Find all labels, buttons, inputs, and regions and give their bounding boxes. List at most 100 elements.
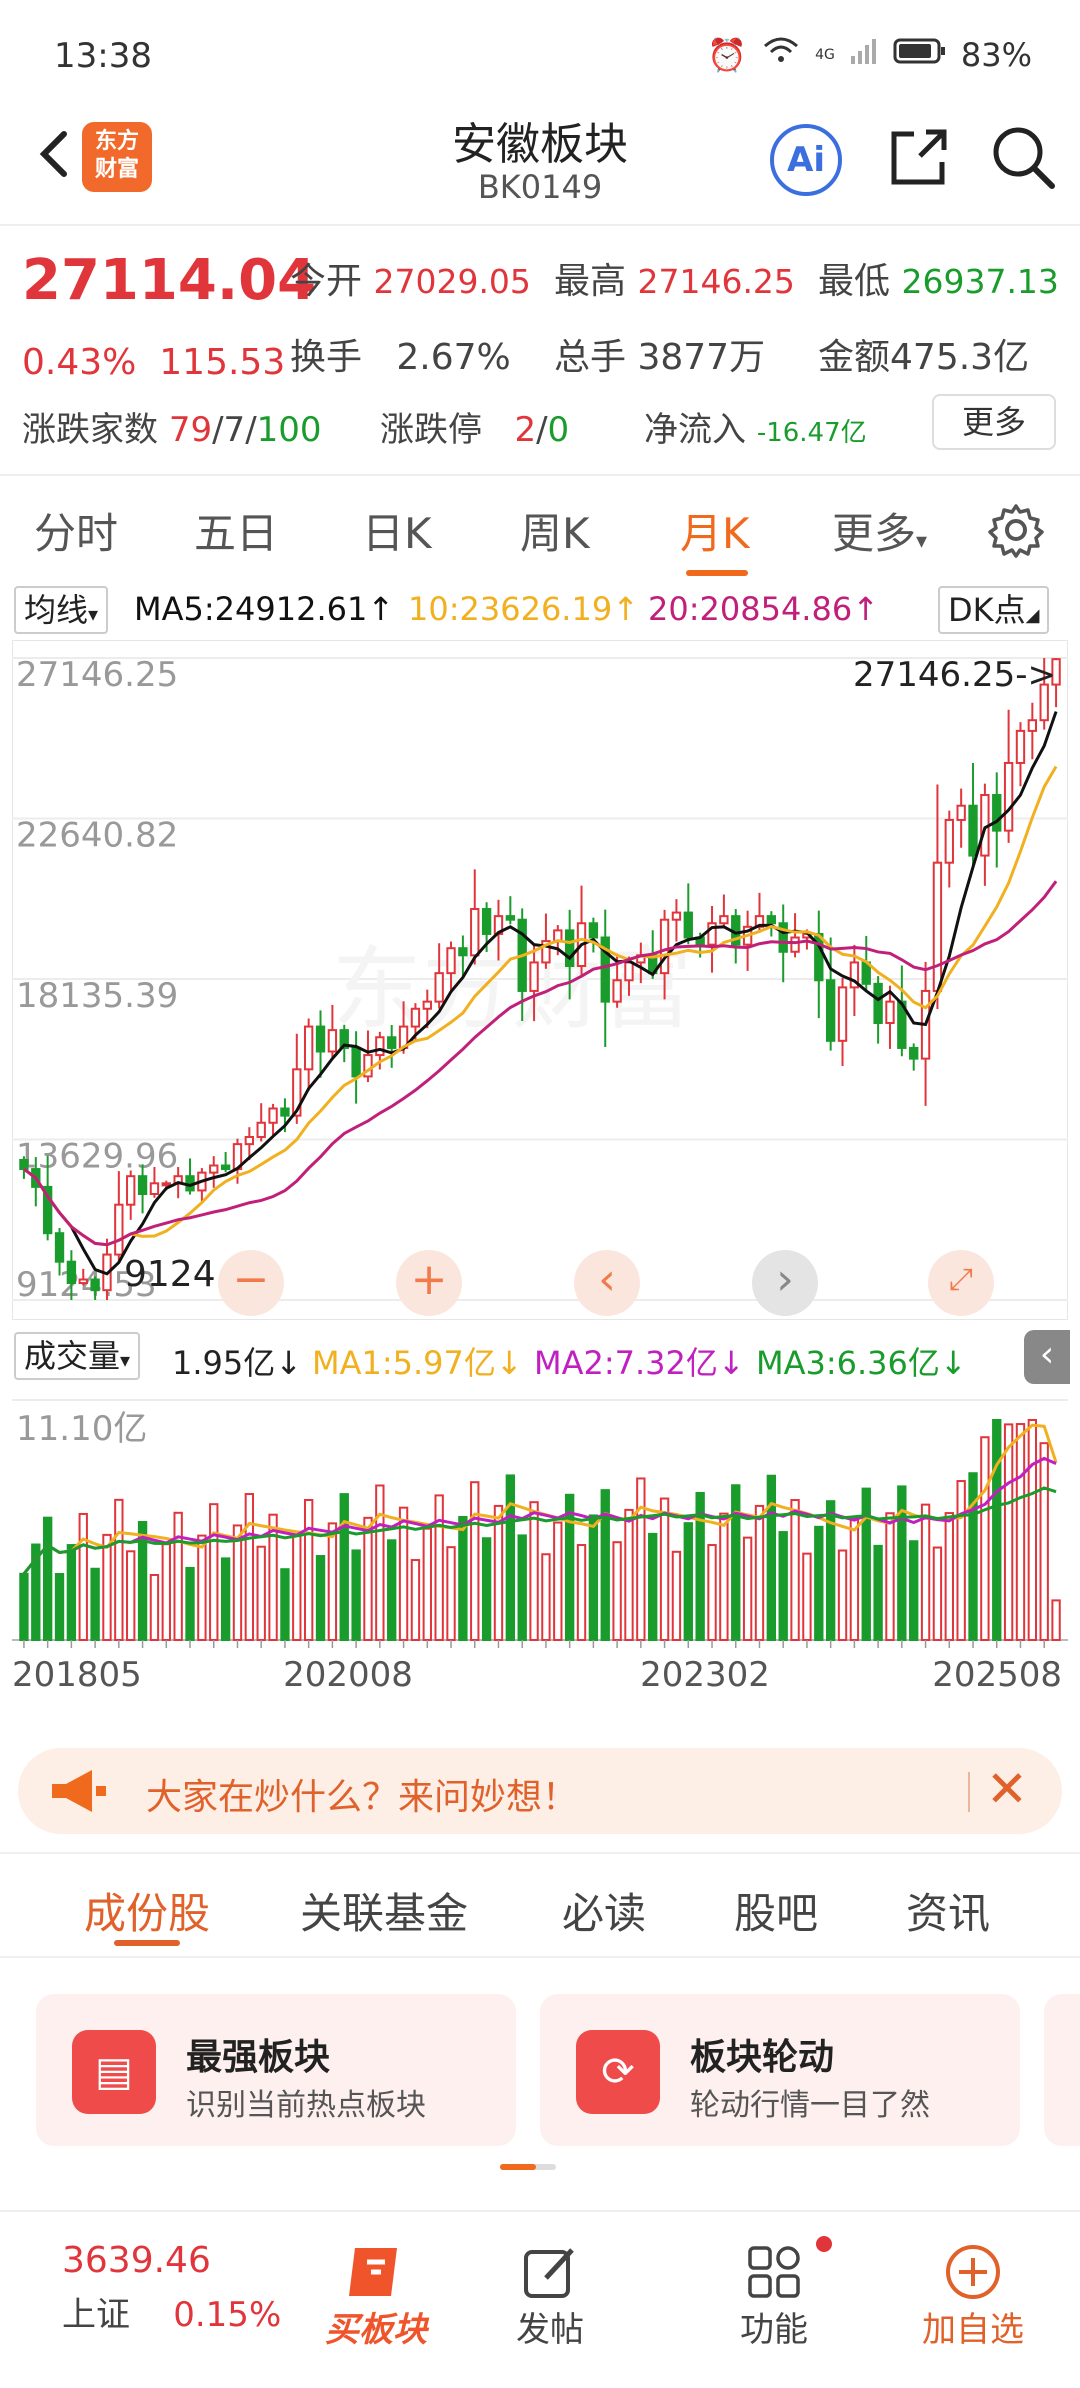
- volume-bar: [505, 1474, 516, 1642]
- tab-funds[interactable]: 关联基金: [300, 1889, 469, 1938]
- close-icon[interactable]: ✕: [986, 1760, 1028, 1818]
- index-ticker[interactable]: 3639.46 上证 0.15%: [62, 2240, 281, 2336]
- post-label: 发帖: [516, 2310, 584, 2350]
- candle-body: [600, 936, 610, 1003]
- candle-body: [529, 961, 539, 992]
- strongest-sector-card[interactable]: ▤ 最强板块 识别当前热点板块: [36, 1994, 516, 2146]
- y-tick-label: 27146.25: [16, 655, 178, 695]
- tab-forum[interactable]: 股吧: [734, 1889, 819, 1938]
- function-button[interactable]: 功能: [740, 2236, 832, 2351]
- buy-sector-button[interactable]: 买板块: [316, 2242, 436, 2351]
- volume-bar: [529, 1501, 539, 1641]
- scroll-right-button[interactable]: ›: [752, 1250, 818, 1316]
- volume-bar: [280, 1568, 290, 1641]
- next-card-peek[interactable]: [1044, 1994, 1080, 2146]
- volume-bar: [814, 1525, 824, 1641]
- candle-body: [292, 1068, 302, 1117]
- volume-bar: [268, 1513, 278, 1641]
- high-label: 最高: [554, 261, 627, 302]
- ma5-line: [23, 711, 1058, 1276]
- ma5-value: MA5:24912.61↑: [134, 590, 395, 628]
- volume-bar: [126, 1550, 136, 1641]
- x-tick-label: 201805: [12, 1655, 142, 1695]
- active-tab-indicator: [686, 570, 748, 576]
- more-button[interactable]: 更多: [932, 394, 1056, 450]
- turnover-label: 换手: [290, 337, 363, 378]
- candlestick-chart[interactable]: 27146.25 22640.82 18135.39 13629.96 9124.53 东…: [12, 640, 1068, 1320]
- dk-point-button[interactable]: DK点◢: [938, 586, 1050, 634]
- card-subtitle: 轮动行情一目了然: [690, 2088, 930, 2123]
- fullscreen-button[interactable]: ⤢: [928, 1250, 994, 1316]
- candle-body: [564, 929, 575, 968]
- volume-bar: [992, 1419, 1002, 1641]
- volume-bar: [19, 1572, 29, 1641]
- volume-bar: [719, 1512, 729, 1641]
- sector-rotation-card[interactable]: ⟳ 板块轮动 轮动行情一目了然: [540, 1994, 1020, 2146]
- tab-monthly[interactable]: 月K: [680, 509, 750, 558]
- tab-weekly[interactable]: 周K: [520, 509, 590, 558]
- inflow-label: 净流入: [644, 410, 746, 450]
- volume-bar: [66, 1544, 77, 1641]
- tab-more-label: 更多: [832, 509, 917, 558]
- tab-daily[interactable]: 日K: [362, 509, 432, 558]
- volume-bar: [315, 1555, 326, 1641]
- candle-body: [351, 1046, 361, 1078]
- volume-current: 1.95亿↓: [172, 1344, 303, 1382]
- candle-body: [624, 961, 634, 982]
- candle-body: [66, 1260, 77, 1285]
- add-watchlist-label: 加自选: [922, 2310, 1024, 2350]
- scroll-left-button[interactable]: ‹: [574, 1250, 640, 1316]
- candle-body: [280, 1107, 290, 1117]
- volume-ma1: MA1:5.97亿↓: [312, 1344, 523, 1382]
- ma10-value: 10:23626.19↑: [408, 590, 639, 628]
- volume-max-tick: 11.10亿: [16, 1409, 147, 1449]
- quote-panel: 27114.04 0.43% 115.53 今开 27029.05 最高 271…: [0, 226, 1080, 476]
- tab-must-read[interactable]: 必读: [562, 1889, 647, 1938]
- volume-select[interactable]: 成交量▾: [14, 1332, 141, 1380]
- settings-gear-icon[interactable]: [988, 502, 1044, 558]
- tab-news[interactable]: 资讯: [906, 1889, 991, 1938]
- flat-count: 7: [223, 410, 246, 450]
- candle-body: [1027, 719, 1038, 732]
- status-bar: 13:38 ⏰ 4G 83%: [0, 0, 1080, 110]
- tab-five-day[interactable]: 五日: [194, 509, 279, 558]
- amount-label: 金额: [818, 337, 891, 378]
- active-tab-indicator: [114, 1940, 180, 1946]
- tab-intraday[interactable]: 分时: [34, 509, 119, 558]
- candle-body: [315, 1025, 326, 1053]
- volume-chart[interactable]: 11.10亿 201805 202008 202302 202508: [12, 1390, 1068, 1720]
- volume-ma2: MA2:7.32亿↓: [534, 1344, 745, 1382]
- zoom-out-button[interactable]: −: [218, 1250, 284, 1316]
- post-button[interactable]: 发帖: [516, 2242, 584, 2351]
- volume-bar: [873, 1544, 883, 1641]
- volume-bar: [968, 1472, 978, 1641]
- amount-item: 金额475.3亿: [818, 328, 1029, 380]
- candle-body: [19, 1158, 29, 1171]
- share-icon[interactable]: [884, 122, 954, 192]
- indicator-select[interactable]: 均线▾: [14, 586, 109, 634]
- volume-bar: [458, 1515, 468, 1641]
- candle-body: [220, 1164, 231, 1171]
- back-arrow-icon[interactable]: [26, 124, 86, 184]
- edit-icon: [524, 2248, 574, 2298]
- volume-bar: [434, 1494, 444, 1641]
- add-watchlist-button[interactable]: 加自选: [922, 2242, 1024, 2351]
- volume-bar: [256, 1545, 266, 1641]
- collapse-panel-button[interactable]: ‹: [1024, 1330, 1070, 1384]
- ma20-text: 20:20854.86: [648, 590, 853, 628]
- volume-ma3-line: [22, 1486, 1057, 1575]
- ma20-value: 20:20854.86↑: [648, 590, 879, 628]
- turnover-value: 2.67%: [396, 337, 511, 378]
- tab-constituents[interactable]: 成份股: [84, 1889, 211, 1938]
- zoom-in-button[interactable]: +: [396, 1250, 462, 1316]
- candle-body: [339, 1029, 349, 1049]
- ai-button[interactable]: Ai: [770, 124, 842, 196]
- volume-bar: [351, 1549, 361, 1641]
- volume-bar: [683, 1522, 693, 1641]
- volume-bar: [885, 1512, 895, 1641]
- ask-banner[interactable]: 大家在炒什么？来问妙想！ ✕: [18, 1748, 1062, 1834]
- volume-select-label: 成交量: [24, 1337, 121, 1375]
- search-icon[interactable]: [988, 122, 1058, 192]
- tab-more[interactable]: 更多▾: [832, 500, 927, 561]
- volume-bar: [114, 1498, 124, 1641]
